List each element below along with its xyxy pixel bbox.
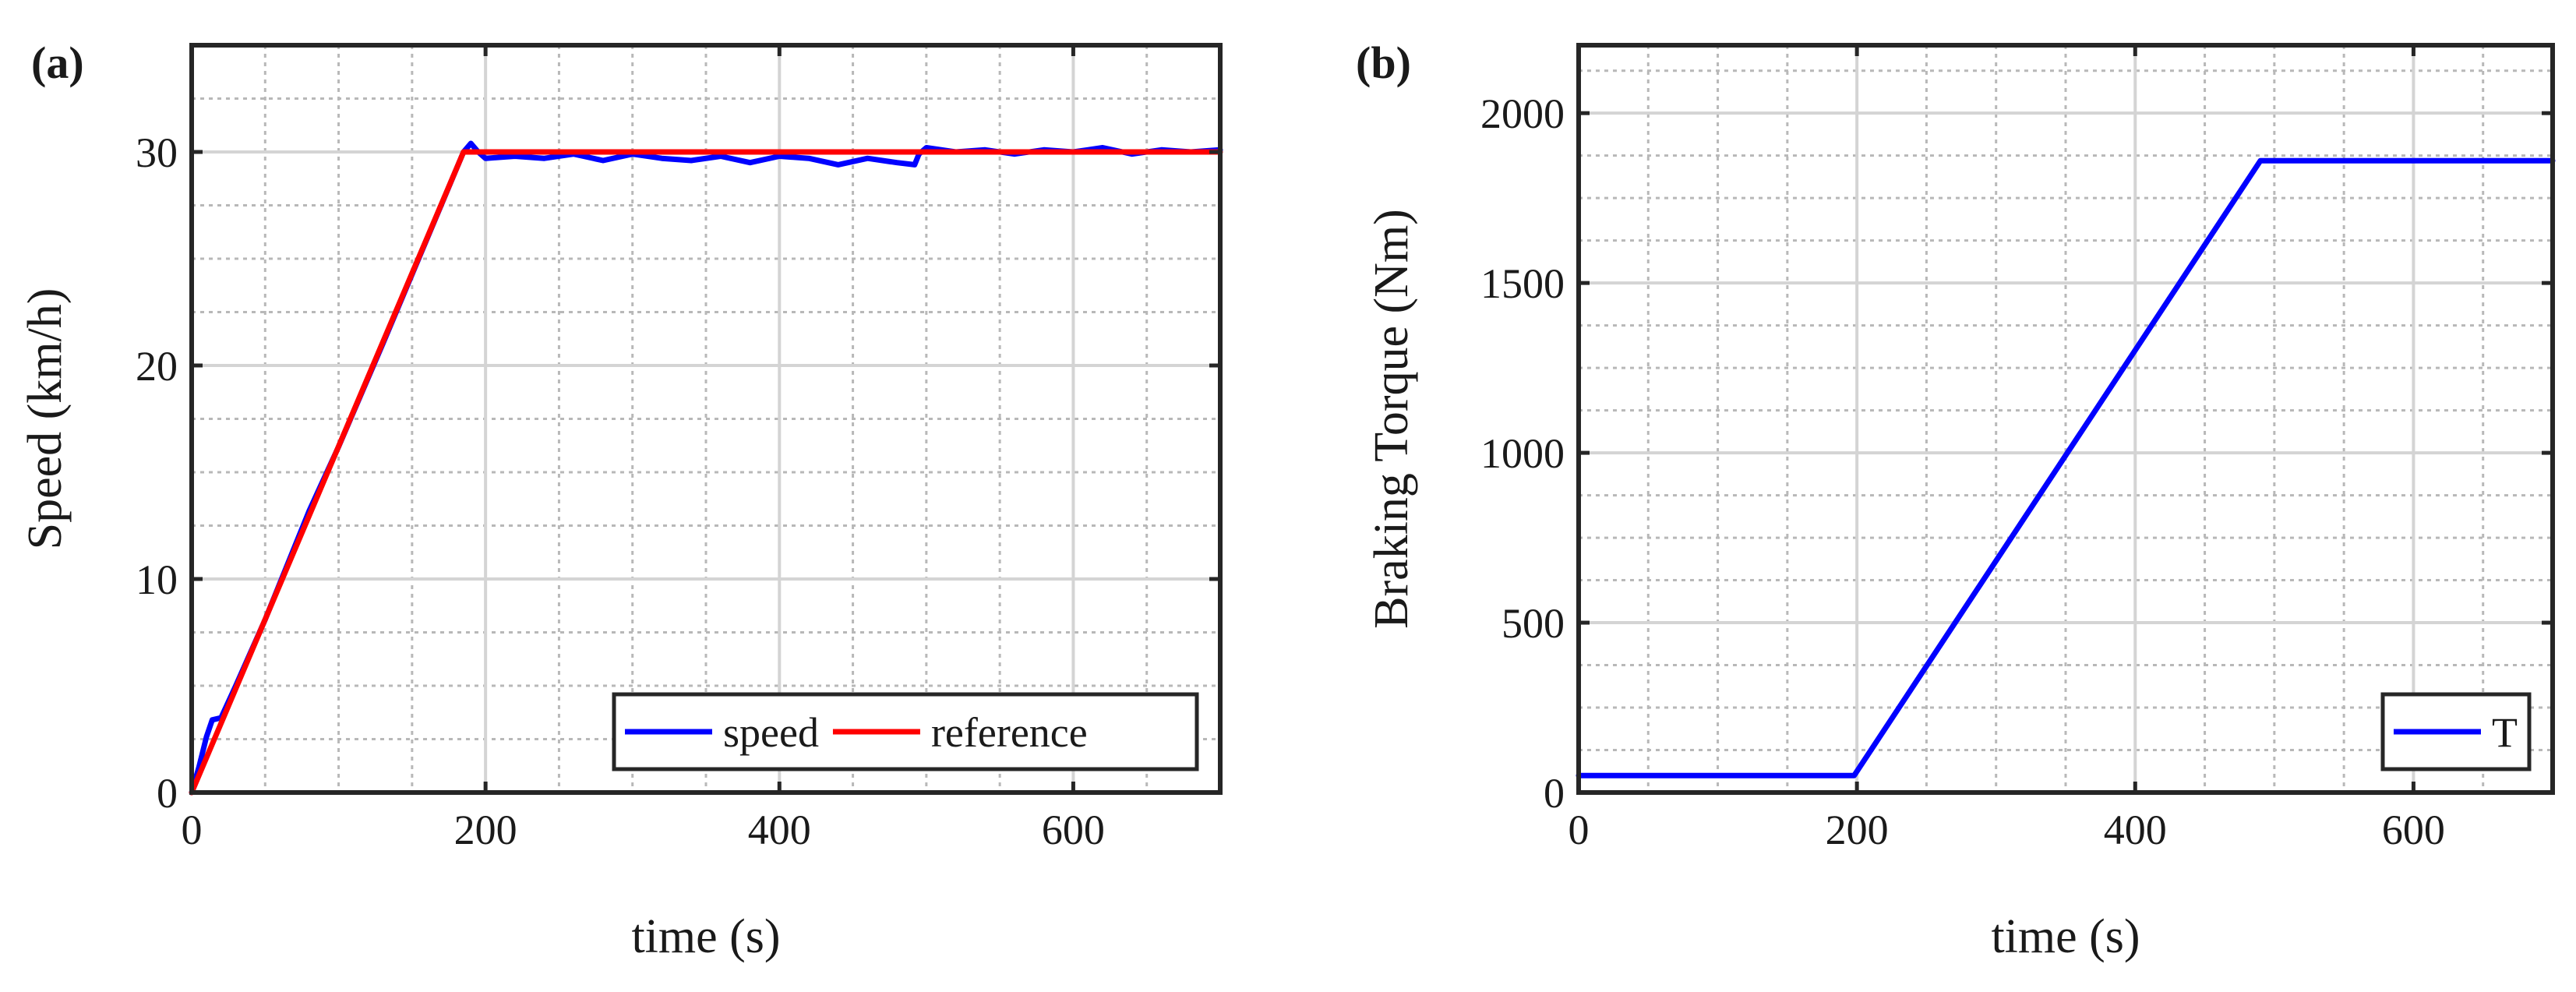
x-tick-label: 0 [1569,807,1590,853]
y-tick-label: 20 [136,343,178,390]
chart-panel-b: 0 200 400 600 0 500 1000 1500 2000 time (s) Brakin… [1356,37,2556,963]
x-tick-label: 400 [748,807,811,853]
y-tick-label: 500 [1501,600,1565,647]
x-tick-label: 600 [2382,807,2445,853]
series-line-T [1576,157,2556,778]
legend-label-T: T [2492,709,2518,756]
y-tick-label: 1500 [1480,260,1565,307]
axes-frame [1576,43,2555,795]
plot-area [1579,45,2553,793]
x-axis-label: time (s) [1991,910,2140,963]
y-tick-label: 2000 [1480,90,1565,137]
chart-panel-a: 0 200 400 600 0 10 20 30 time (s) Speed (km/h) (a)… [19,37,1223,963]
y-tick-label: 0 [157,770,178,817]
y-tick-label: 30 [136,129,178,176]
y-tick-label: 10 [136,556,178,603]
y-tick-label: 1000 [1480,430,1565,477]
x-tick-label: 200 [1826,807,1889,853]
panel-label: (b) [1356,37,1411,88]
y-tick-label: 0 [1544,770,1565,817]
legend-label-reference: reference [931,709,1088,756]
legend: T [2380,692,2532,771]
x-axis-label: time (s) [631,910,780,963]
x-tick-label: 400 [2104,807,2167,853]
y-axis-label: Speed (km/h) [19,288,72,550]
axes-frame [189,43,1223,795]
y-axis-label: Braking Torque (Nm) [1365,209,1418,629]
x-tick-label: 0 [182,807,203,853]
legend-label-speed: speed [723,709,819,756]
panel-label: (a) [31,37,84,88]
legend: speed reference [612,692,1199,771]
x-tick-label: 600 [1042,807,1105,853]
series-line-reference [189,149,1223,796]
x-tick-label: 200 [454,807,517,853]
